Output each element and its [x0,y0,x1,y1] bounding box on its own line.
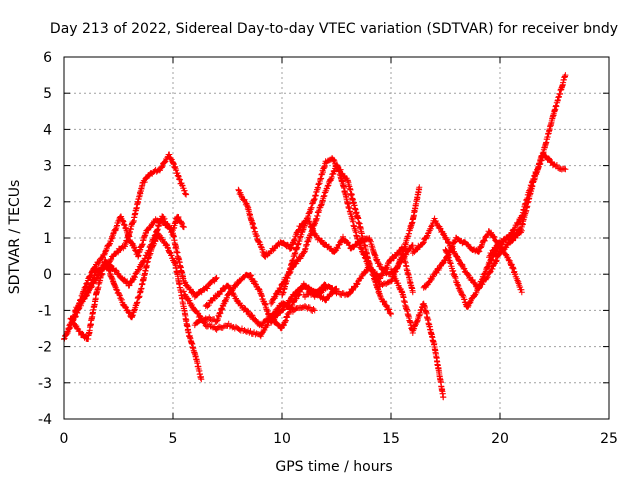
y-tick-label: 0 [43,267,52,283]
series-track-d [71,213,220,314]
y-tick-label: 2 [43,195,52,211]
point-markers [67,230,205,383]
y-tick-label: -2 [38,340,52,356]
series-track-l [388,266,447,401]
chart-title: Day 213 of 2022, Sidereal Day-to-day VTE… [50,21,618,37]
series-track-p [486,72,569,261]
y-tick-label: 6 [43,50,52,66]
y-tick-label: 3 [43,159,52,175]
y-tick-label: -3 [38,376,52,392]
x-tick-label: 5 [169,431,178,447]
x-tick-label: 20 [491,431,509,447]
point-markers [71,213,220,314]
y-tick-label: 1 [43,231,52,247]
point-markers [202,280,329,332]
series-track-k [300,244,416,300]
x-tick-label: 0 [60,431,69,447]
point-markers [388,266,447,401]
y-tick-label: 4 [43,122,52,138]
y-axis-tick-labels: -4 -3 -2 -1 0 1 2 3 4 5 6 [38,50,52,428]
y-tick-label: 5 [43,86,52,102]
x-axis-label: GPS time / hours [275,459,392,475]
point-markers [486,72,569,261]
data-points [61,72,569,401]
series-track-c [67,230,205,383]
y-tick-label: -1 [38,303,52,319]
series-track-o [442,151,569,311]
series-track-g [202,280,329,332]
y-tick-label: -4 [38,412,52,428]
x-axis-tick-labels: 0 5 10 15 20 25 [60,431,618,447]
x-tick-label: 10 [273,431,291,447]
axis-ticks [63,56,610,420]
point-markers [300,244,416,300]
series-track-b [65,213,187,332]
point-markers [65,213,187,332]
x-tick-label: 15 [382,431,400,447]
y-axis-label: SDTVAR / TECUs [7,180,23,295]
point-markers [442,151,569,311]
x-tick-label: 25 [600,431,618,447]
